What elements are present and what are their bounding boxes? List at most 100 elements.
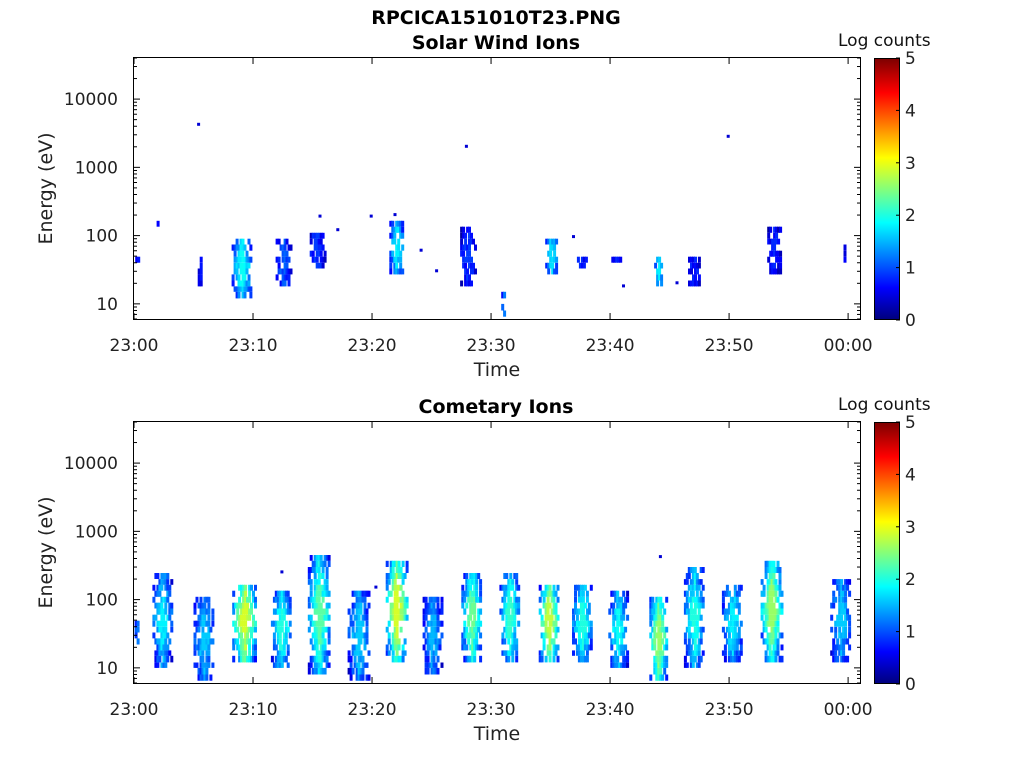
spectrogram-cell: [655, 620, 659, 627]
spectrogram-cell: [770, 579, 774, 585]
spectrogram-cell: [359, 655, 363, 663]
spectrogram-cell: [319, 626, 323, 633]
spectrogram-cell: [242, 584, 246, 591]
spectrogram-cell: [544, 584, 548, 591]
spectrogram-cell: [357, 626, 361, 633]
spectrogram-cell: [848, 614, 852, 621]
spectrogram-cell: [505, 655, 509, 663]
spectrogram-cell: [838, 602, 842, 609]
spectrogram-cell: [285, 250, 289, 257]
spectrogram-cell: [651, 602, 655, 609]
spectrogram-cell: [577, 650, 581, 656]
spectrogram-cell: [552, 596, 556, 603]
spectrogram-cell: [840, 655, 844, 663]
spectrogram-cell: [170, 608, 174, 615]
spectrogram-cell: [158, 602, 162, 609]
spectrogram-cell: [699, 602, 703, 609]
spectrogram-cell: [479, 655, 483, 663]
spectrogram-cell: [311, 602, 315, 609]
spectrogram-cell: [653, 614, 657, 621]
spectrogram-cell: [579, 590, 583, 597]
spectrogram-cell: [723, 632, 727, 639]
spectrogram-cell: [778, 584, 782, 591]
spectrogram-cell: [840, 596, 844, 603]
spectrogram-cell: [768, 638, 772, 645]
spectrogram-cell: [846, 655, 850, 663]
spectrogram-cell: [733, 638, 737, 645]
spectrogram-cell: [507, 614, 511, 621]
spectrogram-cell: [430, 602, 434, 609]
spectrogram-cell: [552, 608, 556, 615]
spectrogram-cell: [363, 614, 367, 621]
spectrogram-cell: [731, 655, 735, 663]
spectrogram-cell: [834, 596, 838, 603]
spectrogram-cell: [361, 667, 365, 675]
spectrogram-cell: [733, 650, 737, 656]
x-tick-label: 23:20: [348, 336, 397, 356]
spectrogram-cell: [545, 238, 549, 245]
spectrogram-cell: [237, 291, 241, 299]
spectrogram-cell: [327, 560, 331, 567]
spectrogram-cell: [550, 638, 554, 645]
spectrogram-cell: [393, 226, 397, 233]
spectrogram-cell: [405, 614, 409, 621]
spectrogram-cell: [576, 256, 580, 263]
spectrogram-cell: [683, 632, 687, 639]
spectrogram-cell: [397, 238, 401, 245]
spectrogram-cell: [466, 268, 470, 275]
spectrogram-cell: [772, 644, 776, 651]
spectrogram-cell: [237, 274, 241, 281]
spectrogram-cell: [403, 608, 407, 615]
spectrogram-cell: [347, 632, 351, 639]
spectrogram-cell: [513, 608, 517, 615]
spectrogram-cell: [689, 614, 693, 621]
spectrogram-cell: [397, 608, 401, 615]
spectrogram-cell: [387, 638, 391, 645]
spectrogram-cell: [690, 256, 693, 263]
spectrogram-cell: [767, 226, 771, 233]
spectrogram-cell: [842, 590, 846, 597]
spectrogram-cell: [160, 638, 164, 645]
spectrogram-cell: [317, 620, 321, 627]
colorbar-1: [874, 58, 900, 320]
spectrogram-cell: [272, 638, 276, 645]
spectrogram-cell: [391, 256, 395, 263]
spectrogram-cell: [160, 620, 164, 627]
spectrogram-cell: [770, 596, 774, 603]
spectrogram-cell: [170, 602, 174, 609]
spectrogram-cell: [241, 280, 245, 287]
spectrogram-cell: [780, 632, 784, 639]
spectrogram-cell: [774, 584, 778, 591]
spectrogram-cell: [395, 614, 399, 621]
spectrogram-cell: [319, 632, 323, 639]
spectrogram-cell: [244, 608, 248, 615]
spectrogram-cell: [399, 256, 403, 263]
spectrogram-cell: [842, 650, 846, 656]
spectrogram-cell: [359, 602, 363, 609]
spectrogram-cell: [844, 614, 848, 621]
spectrogram-cell: [655, 667, 659, 675]
spectrogram-cell: [466, 274, 470, 281]
spectrogram-cell: [391, 638, 395, 645]
spectrogram-cell: [197, 626, 201, 633]
spectrogram-cell: [770, 573, 774, 579]
spectrogram-cell: [197, 667, 201, 675]
spectrogram-cell: [693, 596, 697, 603]
spectrogram-cell: [509, 614, 513, 621]
spectrogram-cell: [351, 590, 355, 597]
spectrogram-cell: [347, 667, 351, 675]
spectrogram-cell: [160, 632, 164, 639]
spectrogram-cell: [311, 567, 315, 573]
spectrogram-cell: [156, 655, 160, 663]
spectrogram-cell: [653, 662, 657, 668]
spectrogram-cell: [197, 614, 201, 621]
spectrogram-cell: [359, 667, 363, 675]
spectrogram-cell: [430, 662, 434, 668]
spectrogram-cell: [771, 244, 775, 251]
spectrogram-cell: [776, 567, 780, 573]
spectrogram-cell: [515, 584, 519, 591]
spectrogram-cell: [768, 655, 772, 663]
spectrogram-cell: [737, 626, 741, 633]
spectrogram-cell: [655, 655, 659, 663]
spectrogram-cell: [319, 655, 323, 663]
